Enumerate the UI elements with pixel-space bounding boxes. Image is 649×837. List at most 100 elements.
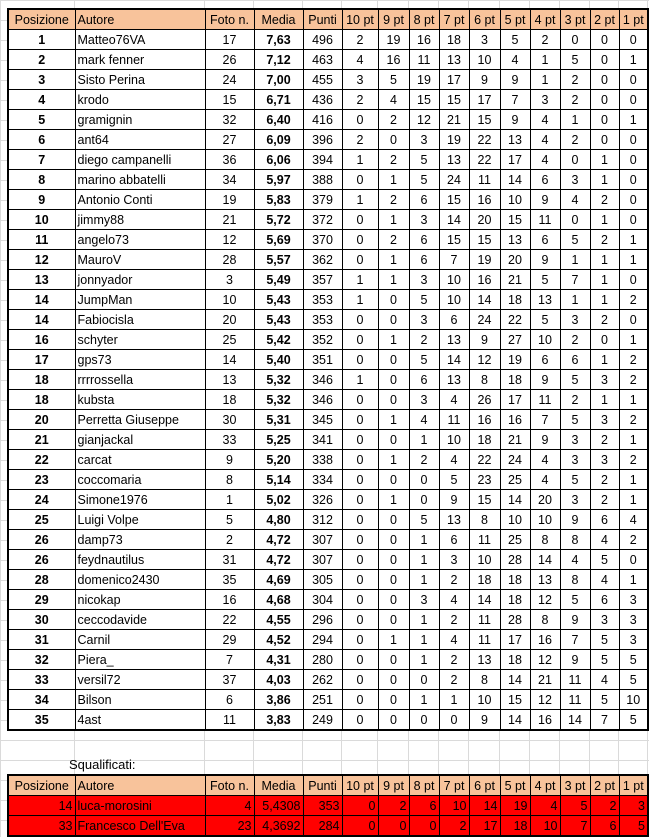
cell-8pt[interactable]: 19 [408, 69, 440, 90]
cell-6pt[interactable]: 16 [468, 409, 501, 430]
cell-10pt[interactable]: 0 [341, 709, 379, 731]
cell-10pt[interactable]: 0 [341, 449, 379, 470]
cell-7pt[interactable]: 11 [438, 409, 470, 430]
cell-7pt[interactable]: 19 [438, 129, 470, 150]
cell-5pt[interactable]: 17 [499, 389, 531, 410]
cell-4pt[interactable]: 4 [529, 149, 561, 170]
cell-position[interactable]: 2 [7, 49, 76, 70]
cell-4pt[interactable]: 16 [529, 709, 561, 731]
column-header-5pt[interactable]: 5 pt [499, 774, 531, 796]
cell-4pt[interactable]: 13 [529, 289, 561, 310]
cell-2pt[interactable]: 2 [589, 429, 620, 450]
cell-7pt[interactable]: 2 [438, 669, 470, 690]
cell-6pt[interactable]: 18 [468, 429, 501, 450]
cell-3pt[interactable]: 7 [559, 815, 591, 837]
cell-photo-count[interactable]: 28 [204, 249, 255, 270]
cell-points[interactable]: 388 [302, 169, 343, 190]
cell-photo-count[interactable]: 34 [204, 169, 255, 190]
cell-position[interactable]: 31 [7, 629, 76, 650]
cell-10pt[interactable]: 2 [341, 89, 379, 110]
cell-10pt[interactable]: 0 [341, 469, 379, 490]
cell-9pt[interactable]: 1 [377, 629, 410, 650]
cell-1pt[interactable]: 1 [618, 249, 649, 270]
cell-2pt[interactable]: 1 [589, 149, 620, 170]
cell-1pt[interactable]: 4 [618, 509, 649, 530]
cell-points[interactable]: 307 [302, 529, 343, 550]
cell-points[interactable]: 353 [302, 795, 343, 816]
cell-6pt[interactable]: 11 [468, 629, 501, 650]
cell-photo-count[interactable]: 37 [204, 669, 255, 690]
cell-2pt[interactable]: 1 [589, 289, 620, 310]
cell-1pt[interactable]: 0 [618, 89, 649, 110]
cell-4pt[interactable]: 13 [529, 569, 561, 590]
cell-1pt[interactable]: 2 [618, 449, 649, 470]
cell-10pt[interactable]: 0 [341, 349, 379, 370]
cell-2pt[interactable]: 0 [589, 89, 620, 110]
cell-average[interactable]: 4,03 [253, 669, 304, 690]
cell-10pt[interactable]: 0 [341, 249, 379, 270]
cell-photo-count[interactable]: 8 [204, 469, 255, 490]
cell-1pt[interactable]: 10 [618, 689, 649, 710]
cell-4pt[interactable]: 11 [529, 389, 561, 410]
cell-3pt[interactable]: 0 [559, 209, 591, 230]
cell-1pt[interactable]: 5 [618, 709, 649, 731]
cell-9pt[interactable]: 19 [377, 29, 410, 50]
cell-7pt[interactable]: 13 [438, 49, 470, 70]
cell-2pt[interactable]: 0 [589, 29, 620, 50]
cell-8pt[interactable]: 0 [408, 469, 440, 490]
cell-9pt[interactable]: 0 [377, 609, 410, 630]
cell-7pt[interactable]: 2 [438, 815, 470, 837]
cell-4pt[interactable]: 12 [529, 589, 561, 610]
cell-7pt[interactable]: 3 [438, 549, 470, 570]
cell-8pt[interactable]: 3 [408, 589, 440, 610]
column-header-3pt[interactable]: 3 pt [559, 774, 591, 796]
cell-5pt[interactable]: 15 [499, 209, 531, 230]
cell-2pt[interactable]: 4 [589, 529, 620, 550]
cell-author[interactable]: ant64 [74, 129, 206, 150]
cell-10pt[interactable]: 4 [341, 49, 379, 70]
cell-5pt[interactable]: 18 [499, 815, 531, 837]
cell-average[interactable]: 5,02 [253, 489, 304, 510]
cell-5pt[interactable]: 13 [499, 229, 531, 250]
cell-points[interactable]: 370 [302, 229, 343, 250]
cell-8pt[interactable]: 0 [408, 489, 440, 510]
cell-points[interactable]: 362 [302, 249, 343, 270]
cell-3pt[interactable]: 5 [559, 469, 591, 490]
cell-8pt[interactable]: 3 [408, 309, 440, 330]
cell-author[interactable]: carcat [74, 449, 206, 470]
cell-6pt[interactable]: 10 [468, 689, 501, 710]
cell-6pt[interactable]: 24 [468, 309, 501, 330]
cell-2pt[interactable]: 1 [589, 169, 620, 190]
cell-8pt[interactable]: 5 [408, 349, 440, 370]
cell-7pt[interactable]: 1 [438, 689, 470, 710]
cell-10pt[interactable]: 1 [341, 269, 379, 290]
cell-6pt[interactable]: 8 [468, 369, 501, 390]
cell-9pt[interactable]: 0 [377, 549, 410, 570]
cell-position[interactable]: 34 [7, 689, 76, 710]
cell-9pt[interactable]: 0 [377, 349, 410, 370]
cell-5pt[interactable]: 18 [499, 569, 531, 590]
cell-3pt[interactable]: 2 [559, 89, 591, 110]
cell-6pt[interactable]: 16 [468, 269, 501, 290]
cell-points[interactable]: 394 [302, 149, 343, 170]
cell-points[interactable]: 345 [302, 409, 343, 430]
cell-position[interactable]: 23 [7, 469, 76, 490]
cell-3pt[interactable]: 11 [559, 689, 591, 710]
cell-8pt[interactable]: 1 [408, 569, 440, 590]
cell-photo-count[interactable]: 19 [204, 189, 255, 210]
cell-9pt[interactable]: 5 [377, 69, 410, 90]
cell-3pt[interactable]: 1 [559, 109, 591, 130]
cell-3pt[interactable]: 8 [559, 569, 591, 590]
cell-8pt[interactable]: 1 [408, 429, 440, 450]
cell-10pt[interactable]: 0 [341, 409, 379, 430]
cell-average[interactable]: 5,43 [253, 309, 304, 330]
cell-points[interactable]: 294 [302, 629, 343, 650]
cell-position[interactable]: 1 [7, 29, 76, 50]
cell-6pt[interactable]: 14 [468, 795, 501, 816]
cell-1pt[interactable]: 0 [618, 169, 649, 190]
cell-6pt[interactable]: 11 [468, 529, 501, 550]
cell-10pt[interactable]: 0 [341, 629, 379, 650]
cell-9pt[interactable]: 1 [377, 409, 410, 430]
cell-1pt[interactable]: 3 [618, 795, 649, 816]
column-header-10pt[interactable]: 10 pt [341, 774, 379, 796]
